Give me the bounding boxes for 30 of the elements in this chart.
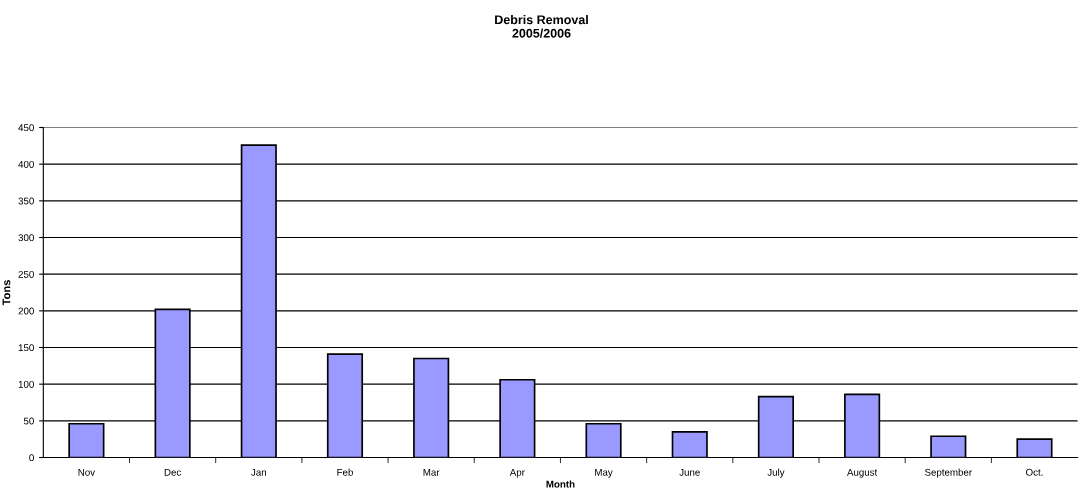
y-tick-label: 250 [18,270,34,278]
y-axis-title: Tons [2,280,11,306]
x-tick-label: Nov [78,468,96,476]
x-tick-label: September [924,468,972,478]
bar [1016,438,1053,458]
x-tick-label: June [679,468,700,476]
x-tick-label: July [767,468,785,478]
x-axis-title: Month [546,480,575,488]
bar [930,435,967,458]
x-tick-label: Mar [423,468,440,476]
y-tick-label: 400 [18,160,34,168]
x-tick-label: August [847,468,878,478]
y-tick-label: 0 [29,454,34,462]
bar [585,422,622,458]
y-tick-label: 300 [18,234,34,242]
y-tick-label: 200 [18,307,34,315]
bar [671,430,708,458]
x-tick-label: Dec [164,468,181,476]
chart-title: Debris Removal 2005/2006 [495,15,588,38]
bar [68,422,105,458]
y-tick-label: 450 [18,124,34,132]
x-tick-label: Jan [251,468,266,476]
y-tick-label: 50 [23,417,34,425]
y-tick-label: 350 [18,197,34,205]
y-tick-label: 150 [18,344,34,352]
y-tick-label: 100 [18,380,34,388]
x-tick-label: May [595,468,613,478]
x-tick-label: Feb [337,468,353,476]
x-tick-label: Apr [509,468,525,478]
x-tick-label: Oct. [1026,468,1043,476]
